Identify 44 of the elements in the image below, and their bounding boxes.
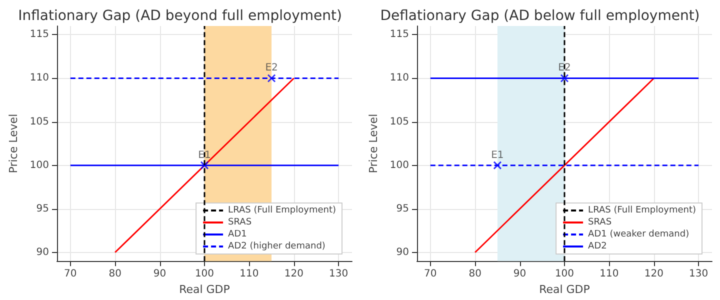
x-tick-label: 100 xyxy=(554,268,574,280)
ref-line-label: LRAS (Full Employment) xyxy=(228,206,336,216)
y-tick-label: 90 xyxy=(36,246,49,258)
x-axis-title: Real GDP xyxy=(179,283,230,296)
x-tick-label: 100 xyxy=(194,268,214,280)
legend-label: AD2 (higher demand) xyxy=(228,242,326,252)
x-tick-label: 90 xyxy=(513,268,526,280)
x-tick-label: 80 xyxy=(468,268,482,280)
x-tick-label: 130 xyxy=(329,268,348,280)
x-tick-label: 70 xyxy=(64,268,77,280)
chart-title: Inflationary Gap (AD beyond full employment) xyxy=(18,8,342,24)
x-tick-label: 90 xyxy=(153,268,166,280)
x-tick-label: 120 xyxy=(644,268,664,280)
y-tick-label: 100 xyxy=(30,160,49,171)
x-tick-label: 130 xyxy=(689,268,708,280)
x-tick-label: 110 xyxy=(240,268,259,280)
x-tick-label: 70 xyxy=(424,268,437,280)
y-tick-label: 110 xyxy=(390,72,409,84)
annotation: E1 xyxy=(198,150,211,161)
annotation: E2 xyxy=(558,62,571,74)
legend-label: AD1 xyxy=(228,230,247,240)
annotation: E2 xyxy=(265,62,278,74)
x-axis-title: Real GDP xyxy=(539,283,590,296)
legend-label: AD1 (weaker demand) xyxy=(588,230,690,240)
ref-line-label: LRAS (Full Employment) xyxy=(588,206,696,216)
y-tick-label: 110 xyxy=(30,72,49,84)
x-tick-label: 110 xyxy=(600,268,619,280)
y-tick-label: 90 xyxy=(396,246,409,258)
y-tick-label: 105 xyxy=(30,116,49,128)
y-tick-label: 105 xyxy=(390,116,409,128)
y-tick-label: 95 xyxy=(396,203,409,214)
x-tick-label: 120 xyxy=(284,268,304,280)
chart-title: Deflationary Gap (AD below full employment) xyxy=(380,8,700,24)
y-axis-title: Price Level xyxy=(367,114,380,174)
y-tick-label: 115 xyxy=(390,29,409,40)
y-tick-label: 100 xyxy=(390,160,409,171)
legend-label: AD2 xyxy=(588,242,607,252)
y-axis-title: Price Level xyxy=(7,114,20,174)
legend-label: SRAS xyxy=(228,218,252,228)
x-tick-label: 80 xyxy=(108,268,122,280)
annotation: E1 xyxy=(491,150,504,161)
y-tick-label: 95 xyxy=(36,203,49,214)
y-tick-label: 115 xyxy=(30,29,49,40)
legend-label: SRAS xyxy=(588,218,612,228)
